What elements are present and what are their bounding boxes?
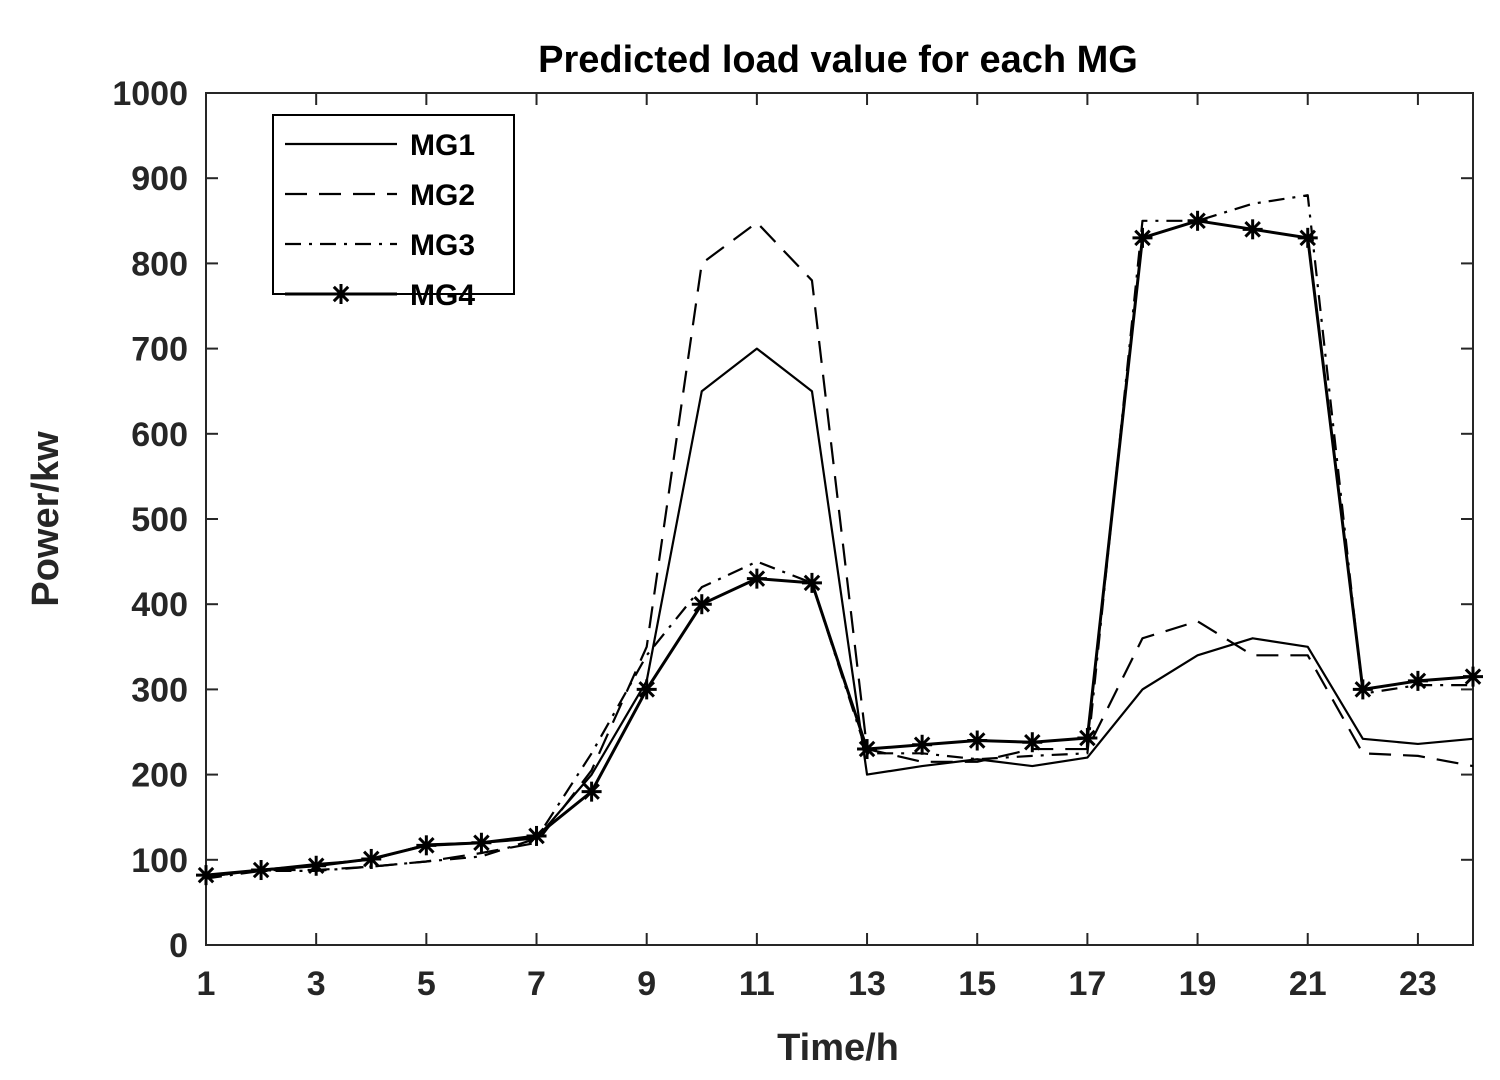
x-axis: 1 3 5 7 9 11 13 15 17 19 21 23 — [197, 93, 1437, 1003]
y-axis: 0 100 200 300 400 500 600 700 800 900 1000 — [112, 75, 1473, 965]
series-mg4-point — [1463, 666, 1483, 687]
series-mg4-point — [196, 865, 216, 886]
series-mg4-point — [1187, 210, 1208, 231]
series-mg4-point — [1242, 219, 1263, 240]
legend: MG1 MG2 MG3 MG4 — [272, 114, 515, 312]
y-tick-label: 0 — [169, 927, 188, 965]
series-mg4-point — [526, 825, 547, 846]
series-mg4-point — [581, 781, 602, 802]
series-mg4-point — [251, 860, 272, 881]
y-tick-label: 400 — [131, 586, 188, 624]
y-tick-label: 300 — [131, 671, 188, 709]
x-tick-label: 15 — [958, 965, 996, 1003]
y-tick-label: 600 — [131, 416, 188, 454]
series-layer — [196, 194, 1483, 886]
series-mg4-point — [306, 855, 327, 876]
legend-mg3-label: MG3 — [410, 229, 475, 262]
x-tick-label: 3 — [307, 965, 326, 1003]
y-axis-label: Power/kw — [25, 431, 67, 607]
series-mg4-point — [1407, 670, 1428, 691]
x-tick-label: 23 — [1399, 965, 1437, 1003]
y-tick-label: 800 — [131, 245, 188, 283]
series-mg4-point — [361, 848, 382, 869]
series-mg4-point — [471, 832, 492, 853]
x-tick-label: 17 — [1068, 965, 1106, 1003]
x-tick-label: 5 — [417, 965, 436, 1003]
legend-mg4-marker — [331, 284, 351, 304]
series-mg4-point — [801, 572, 822, 593]
chart-title: Predicted load value for each MG — [538, 39, 1138, 81]
y-tick-label: 1000 — [112, 75, 188, 113]
series-mg4-point — [1352, 679, 1373, 700]
y-tick-label: 100 — [131, 842, 188, 880]
legend-mg4-label: MG4 — [410, 279, 475, 312]
series-mg4-point — [1132, 227, 1153, 248]
y-tick-label: 200 — [131, 757, 188, 795]
x-tick-label: 1 — [197, 965, 216, 1003]
series-mg4-point — [1022, 732, 1043, 753]
legend-mg1-label: MG1 — [410, 129, 475, 162]
series-mg4-point — [691, 594, 712, 615]
y-tick-label: 700 — [131, 331, 188, 369]
legend-box — [272, 114, 515, 295]
x-tick-label: 11 — [739, 965, 775, 1003]
y-tick-label: 900 — [131, 160, 188, 198]
series-mg4-point — [1297, 227, 1318, 248]
series-mg4-point — [967, 730, 988, 751]
x-tick-label: 21 — [1289, 965, 1327, 1003]
legend-mg2-label: MG2 — [410, 179, 475, 212]
series-mg4-point — [636, 679, 657, 700]
x-tick-label: 7 — [527, 965, 546, 1003]
series-mg4-point — [1077, 727, 1098, 748]
x-tick-label: 9 — [637, 965, 656, 1003]
series-mg4-point — [857, 739, 878, 760]
series-mg4-point — [746, 568, 767, 589]
series-mg4-point — [416, 835, 437, 856]
x-axis-label: Time/h — [777, 1027, 899, 1069]
series-mg4-point — [912, 734, 933, 755]
x-tick-label: 13 — [848, 965, 886, 1003]
y-tick-label: 500 — [131, 501, 188, 539]
x-tick-label: 19 — [1179, 965, 1217, 1003]
